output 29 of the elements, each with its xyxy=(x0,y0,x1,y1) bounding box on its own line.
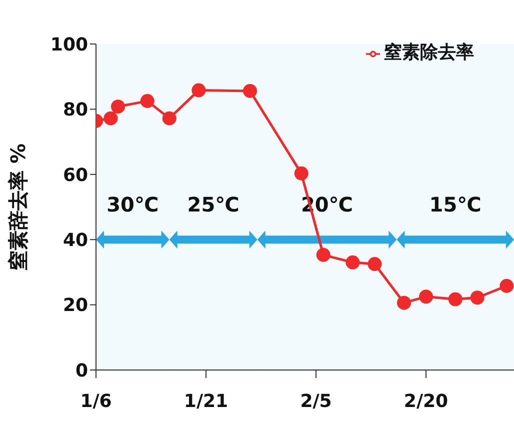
y-axis-title: 窒素辞去率 % xyxy=(6,143,30,271)
x-tick-label: 2/5 xyxy=(300,390,332,412)
point xyxy=(192,83,206,98)
band-label: 25℃ xyxy=(187,192,240,217)
point xyxy=(368,257,382,272)
y-tick-label: 40 xyxy=(62,230,88,251)
band-label: 30℃ xyxy=(106,192,159,217)
y-tick-label: 20 xyxy=(62,295,88,316)
x-tick-label: 1/21 xyxy=(184,390,228,412)
point xyxy=(111,100,125,114)
y-tick-label: 0 xyxy=(75,360,88,382)
point xyxy=(243,84,257,98)
point xyxy=(346,255,360,270)
x-tick-label: 1/6 xyxy=(80,390,112,412)
point xyxy=(294,166,308,180)
legend-label: 窒素除去率 xyxy=(384,42,474,63)
band-label: 15℃ xyxy=(429,192,482,217)
point xyxy=(448,292,462,306)
point xyxy=(162,111,176,126)
point xyxy=(316,248,330,262)
point xyxy=(470,290,484,305)
y-tick-label: 60 xyxy=(62,164,88,186)
point xyxy=(140,94,154,108)
point xyxy=(419,290,433,304)
y-tick-label: 80 xyxy=(62,100,88,121)
y-tick-label: 100 xyxy=(50,34,88,56)
x-tick-label: 2/20 xyxy=(404,390,448,412)
point xyxy=(104,111,118,126)
point xyxy=(397,296,411,310)
